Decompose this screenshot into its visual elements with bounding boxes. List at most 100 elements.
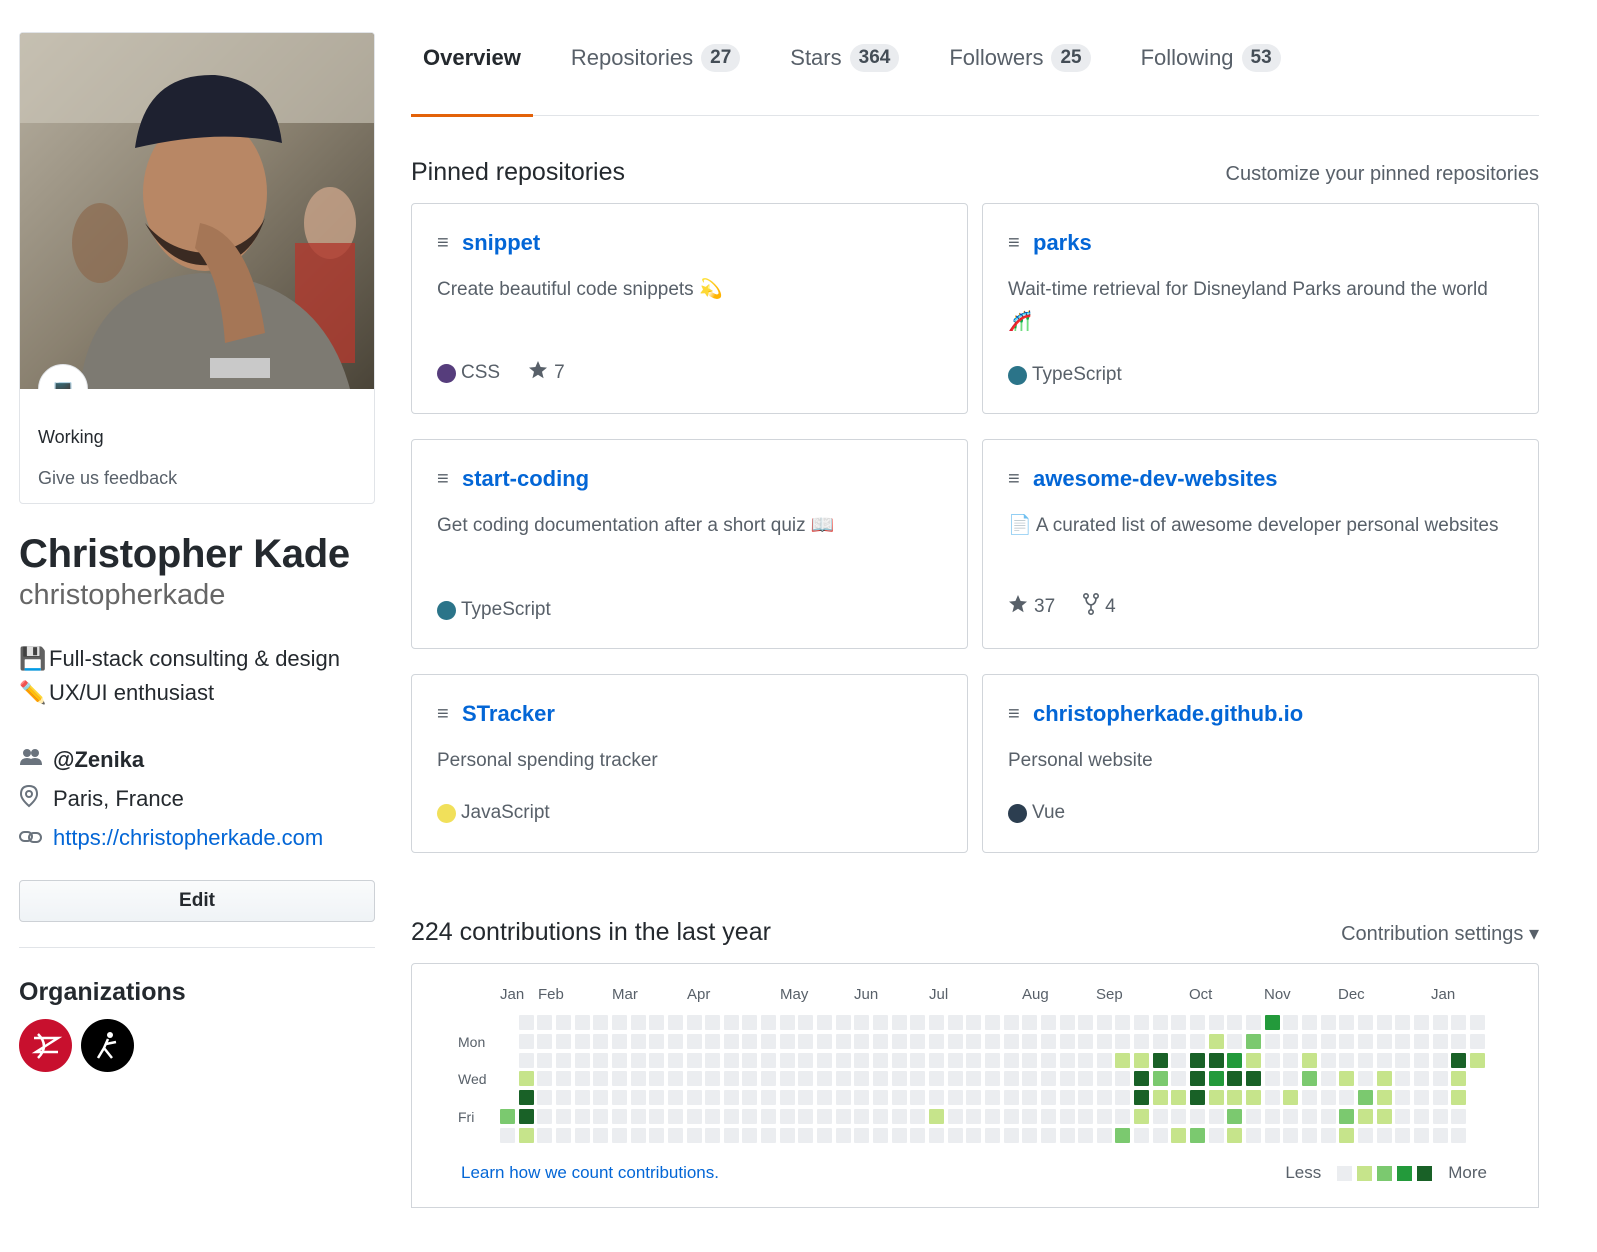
contribution-day[interactable] [518, 1090, 534, 1106]
contribution-day[interactable] [611, 1052, 627, 1068]
avatar[interactable]: 💻 [20, 33, 374, 389]
contribution-day[interactable] [1357, 1109, 1373, 1124]
contribution-day[interactable] [555, 1127, 571, 1143]
contribution-day[interactable] [574, 1090, 590, 1106]
contribution-day[interactable] [593, 1071, 609, 1087]
contribution-day[interactable] [798, 1052, 814, 1068]
contribution-day[interactable] [1227, 1052, 1243, 1068]
contribution-day[interactable] [537, 1015, 553, 1030]
contribution-day[interactable] [1003, 1071, 1019, 1087]
contribution-day[interactable] [1040, 1033, 1056, 1049]
contribution-day[interactable] [1171, 1090, 1187, 1106]
contribution-day[interactable] [1040, 1052, 1056, 1068]
contribution-day[interactable] [873, 1052, 888, 1068]
contribution-day[interactable] [1096, 1015, 1112, 1030]
contribution-day[interactable] [1320, 1033, 1336, 1049]
contribution-day[interactable] [1115, 1052, 1131, 1068]
tab-stars[interactable]: Stars 364 [778, 0, 911, 116]
contribution-day[interactable] [1227, 1071, 1243, 1087]
contribution-day[interactable] [518, 1052, 534, 1068]
contribution-day[interactable] [667, 1033, 683, 1049]
contribution-day[interactable] [910, 1127, 926, 1143]
contribution-day[interactable] [611, 1033, 627, 1049]
contribution-day[interactable] [630, 1071, 646, 1087]
contribution-day[interactable] [537, 1052, 553, 1068]
contribution-day[interactable] [1301, 1033, 1317, 1049]
contribution-day[interactable] [1078, 1090, 1094, 1106]
contribution-day[interactable] [966, 1052, 982, 1068]
contribution-day[interactable] [723, 1052, 739, 1068]
contribution-day[interactable] [1469, 1015, 1485, 1030]
contribution-day[interactable] [1339, 1033, 1355, 1049]
contribution-day[interactable] [1022, 1071, 1038, 1087]
contribution-day[interactable] [910, 1071, 926, 1087]
contribution-day[interactable] [537, 1127, 553, 1143]
contribution-day[interactable] [779, 1109, 795, 1124]
contribution-day[interactable] [1432, 1033, 1448, 1049]
contribution-day[interactable] [705, 1127, 721, 1143]
contribution-day[interactable] [742, 1052, 758, 1068]
contribution-day[interactable] [966, 1109, 982, 1124]
contribution-day[interactable] [555, 1071, 571, 1087]
contribution-day[interactable] [1078, 1071, 1094, 1087]
contribution-day[interactable] [723, 1109, 739, 1124]
contribution-day[interactable] [574, 1109, 590, 1124]
contribution-day[interactable] [910, 1052, 926, 1068]
contribution-day[interactable] [928, 1033, 944, 1049]
contribution-day[interactable] [1357, 1015, 1373, 1030]
contribution-day[interactable] [817, 1090, 833, 1106]
contribution-day[interactable] [1022, 1052, 1038, 1068]
contribution-day[interactable] [649, 1090, 665, 1106]
contribution-day[interactable] [1246, 1015, 1261, 1030]
contribution-day[interactable] [928, 1090, 944, 1106]
contribution-day[interactable] [928, 1127, 944, 1143]
contribution-day[interactable] [1283, 1090, 1299, 1106]
contribution-day[interactable] [1413, 1090, 1429, 1106]
contribution-day[interactable] [649, 1127, 665, 1143]
contribution-day[interactable] [947, 1109, 963, 1124]
contribution-day[interactable] [1283, 1015, 1299, 1030]
contribution-day[interactable] [1096, 1071, 1112, 1087]
contribution-day[interactable] [555, 1015, 571, 1030]
contribution-day[interactable] [1171, 1109, 1187, 1124]
learn-contributions-link[interactable]: Learn how we count contributions. [461, 1163, 719, 1182]
contribution-day[interactable] [537, 1109, 553, 1124]
contribution-day[interactable] [723, 1071, 739, 1087]
contribution-day[interactable] [1264, 1127, 1280, 1143]
contribution-day[interactable] [1152, 1052, 1168, 1068]
contribution-day[interactable] [835, 1090, 851, 1106]
repo-name-link[interactable]: STracker [462, 701, 555, 726]
contribution-day[interactable] [1115, 1033, 1131, 1049]
contribution-day[interactable] [1078, 1127, 1094, 1143]
contribution-day[interactable] [798, 1071, 814, 1087]
contribution-day[interactable] [611, 1127, 627, 1143]
contribution-day[interactable] [761, 1015, 777, 1030]
contribution-day[interactable] [1451, 1090, 1467, 1106]
contribution-day[interactable] [705, 1052, 721, 1068]
repo-forks[interactable]: 4 [1083, 592, 1116, 621]
contribution-day[interactable] [1339, 1127, 1355, 1143]
contribution-day[interactable] [1301, 1015, 1317, 1030]
contribution-day[interactable] [686, 1071, 702, 1087]
contribution-day[interactable] [705, 1033, 721, 1049]
contribution-day[interactable] [1059, 1127, 1075, 1143]
contribution-day[interactable] [500, 1127, 515, 1143]
contribution-day[interactable] [835, 1109, 851, 1124]
contribution-day[interactable] [555, 1052, 571, 1068]
contribution-day[interactable] [630, 1127, 646, 1143]
contribution-day[interactable] [1339, 1109, 1355, 1124]
contribution-day[interactable] [1376, 1071, 1392, 1087]
contribution-day[interactable] [947, 1071, 963, 1087]
contribution-day[interactable] [1208, 1033, 1224, 1049]
contribution-day[interactable] [649, 1015, 665, 1030]
contribution-day[interactable] [1022, 1109, 1038, 1124]
contribution-day[interactable] [779, 1015, 795, 1030]
contribution-day[interactable] [1115, 1127, 1131, 1143]
contribution-day[interactable] [984, 1033, 1000, 1049]
contribution-day[interactable] [1320, 1015, 1336, 1030]
contribution-day[interactable] [835, 1015, 851, 1030]
contribution-day[interactable] [1320, 1109, 1336, 1124]
contribution-day[interactable] [593, 1033, 609, 1049]
contribution-day[interactable] [1152, 1127, 1168, 1143]
contribution-day[interactable] [1357, 1127, 1373, 1143]
